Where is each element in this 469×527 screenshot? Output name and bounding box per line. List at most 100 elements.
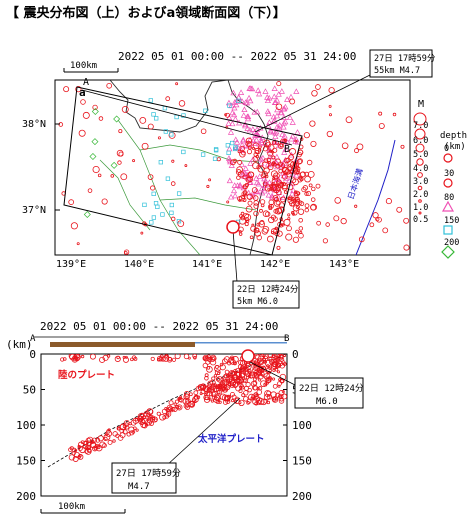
epicenter-marker [106,82,112,89]
hypocenter-marker [90,442,97,449]
mainshock-marker-map [226,220,240,234]
hypocenter-marker [247,387,252,393]
epicenter-marker [297,158,303,164]
hypocenter-marker [204,376,209,381]
hypocenter-marker [281,390,285,394]
hypocenter-marker [273,358,278,363]
epicenter-marker [239,145,245,152]
epicenter-marker [213,148,219,153]
epicenter-marker [247,85,254,91]
epicenter-marker [75,86,82,93]
legend-depth-value: 150 [444,216,459,226]
hypocenter-marker [131,430,136,434]
lon-label-140: 140°E [124,259,154,270]
epicenter-marker [259,199,266,205]
hypocenter-marker [254,396,261,403]
epicenter-marker [258,185,265,192]
epicenter-marker [255,180,262,187]
epicenter-marker [151,191,156,196]
epicenter-marker [254,230,261,237]
hypocenter-marker [183,391,190,397]
hypocenter-marker [243,390,249,396]
epicenter-marker [282,146,289,152]
epicenter-marker [91,107,99,115]
epicenter-marker [270,184,277,192]
epicenter-marker [231,99,238,105]
hypocenter-marker [248,371,256,379]
epicenter-marker [271,150,275,154]
epicenter-marker [298,226,304,231]
epicenter-marker [225,143,230,148]
epicenter-marker [237,171,245,178]
section-y-tick-right: 150 [292,455,312,468]
legend-m-symbol [414,128,426,140]
hypocenter-marker [272,368,276,372]
map-annotation-box-2 [232,280,300,309]
epicenter-marker [139,117,147,124]
hypocenter-marker [188,401,196,408]
epicenter-marker [334,197,342,204]
section-scale-label: 100km [58,502,85,512]
hypocenter-marker [75,356,80,362]
epicenter-marker [325,222,330,227]
hypocenter-marker [209,359,217,366]
epicenter-marker [258,155,265,162]
epicenter-marker [236,166,243,174]
section-y-tick-left: 0 [29,348,36,361]
epicenter-marker [259,208,263,213]
hypocenter-marker [206,366,211,370]
hypocenter-marker [268,356,273,361]
epicenter-marker [281,223,285,227]
hypocenter-marker [225,398,231,404]
epicenter-marker [256,222,261,227]
epicenter-marker [148,98,153,103]
hypocenter-marker [278,378,281,382]
legend-depth-value: 0 [444,144,449,154]
hypocenter-marker [69,354,76,361]
epicenter-marker [322,238,328,244]
epicenter-marker [150,185,156,191]
epicenter-marker [229,120,236,127]
legend-depth-symbol [441,245,455,259]
epicenter-marker [302,185,308,191]
epicenter-marker [278,109,285,116]
legend-depth-symbol [443,225,453,235]
epicenter-marker [308,183,313,188]
hypocenter-marker [236,378,240,383]
prefecture-boundary [159,197,257,211]
epicenter-marker [266,119,273,125]
epicenter-marker [285,157,291,163]
hypocenter-marker [184,404,191,410]
epicenter-marker [91,138,99,146]
epicenter-marker [261,161,269,169]
hypocenter-marker [281,349,284,352]
hypocenter-marker [174,399,180,404]
epicenter-marker [270,170,278,178]
hypocenter-marker [112,439,116,443]
hypocenter-marker [135,428,139,432]
epicenter-marker [287,197,295,204]
epicenter-marker [253,126,261,132]
hypocenter-marker [174,354,181,360]
hypocenter-marker [80,440,85,445]
epicenter-marker [274,123,281,130]
epicenter-marker [242,170,249,177]
epicenter-marker [174,114,179,120]
section-annotation-1-line1: 22日 12時24分 [299,383,364,394]
hypocenter-marker [254,374,260,380]
hypocenter-marker [150,356,155,361]
epicenter-marker [245,137,252,144]
hypocenter-marker [235,385,242,392]
epicenter-marker [120,173,128,181]
epicenter-marker [281,105,288,112]
hypocenter-marker [219,393,227,400]
hypocenter-marker [95,444,103,452]
legend-m-symbol [416,158,424,166]
epicenter-marker [258,148,262,152]
section-annotation-1-line2: M6.0 [316,397,338,407]
epicenter-marker [227,158,234,165]
hypocenter-marker [114,355,121,362]
section-annotation-box-2 [111,462,177,494]
hypocenter-marker [89,354,96,360]
